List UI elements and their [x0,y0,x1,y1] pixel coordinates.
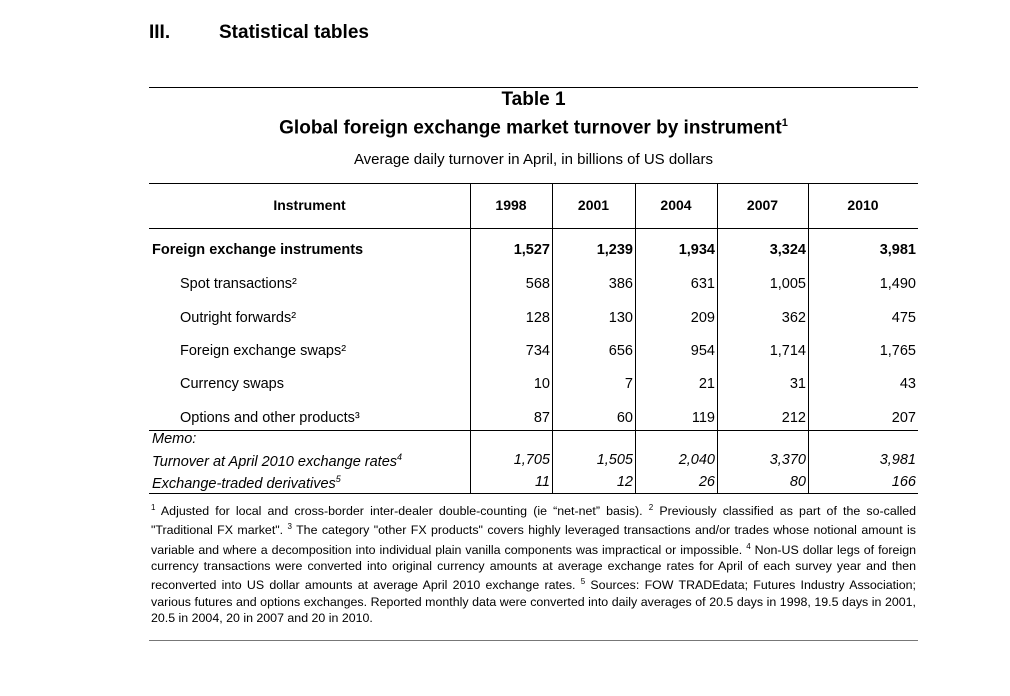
memo-cell: 11 [534,474,550,490]
table-cell: 631 [690,276,715,292]
memo-cell: 166 [891,474,916,490]
table-subtitle: Average daily turnover in April, in bill… [353,151,714,168]
section-title: Statistical tables [219,22,369,43]
memo-row-label-text: Turnover at April 2010 exchange rates [152,453,398,470]
table-cell: 209 [690,310,715,326]
table-cell: 475 [891,310,916,326]
table-cell: 43 [899,376,916,392]
table-cell: 1,239 [596,242,633,258]
table-number: Table 1 [501,89,566,110]
row-label: Outright forwards² [180,310,297,326]
header-top-rule [149,183,918,184]
table-cell: 568 [525,276,550,292]
footnotes: 1 Adjusted for local and cross-border in… [151,500,916,626]
row-label: Spot transactions² [180,276,297,292]
table-cell: 1,934 [678,242,715,258]
memo-cell: 3,981 [879,452,916,468]
header-instrument: Instrument [273,197,346,213]
table-cell: 1,765 [879,343,916,359]
header-year: 2007 [746,197,779,213]
footnote-text: The category "other FX products" covers … [151,523,916,557]
table-cell: 1,527 [513,242,550,258]
footnote-marker: 4 [746,541,751,551]
table-cell: 31 [789,376,806,392]
table-cell: 3,324 [769,242,806,258]
table-cell: 207 [891,410,916,426]
memo-cell: 12 [616,474,633,490]
footnote-marker: 4 [397,452,403,462]
table-cell: 386 [608,276,633,292]
row-label: Currency swaps [180,376,284,392]
memo-bottom-rule [149,493,918,494]
footnote-marker: 1 [151,503,156,512]
table-cell: 10 [533,376,550,392]
row-label: Foreign exchange instruments [152,242,364,258]
memo-cell: 26 [698,474,715,490]
table-cell: 87 [533,410,550,426]
memo-cell: 80 [789,474,806,490]
footnote-text: Previously classified as part of the so-… [151,504,917,538]
table-title-text: Global foreign exchange market turnover … [279,117,782,139]
section-number: III. [149,22,171,43]
footnote-text: Adjusted for local and cross-border inte… [155,504,649,519]
memo-row-label: Exchange-traded derivatives5 [152,474,341,492]
column-divider [470,183,471,493]
footnote-marker: 2 [648,503,654,512]
table-cell: 734 [525,343,550,359]
header-bottom-rule [149,228,918,229]
table-cell: 119 [691,410,715,426]
table-title-footnote-marker: 1 [781,117,788,129]
memo-cell: 1,705 [513,452,550,468]
table-cell: 1,714 [769,343,806,359]
footnote-marker: 3 [287,522,292,532]
memo-cell: 2,040 [678,452,715,468]
column-divider [808,183,809,493]
footnote-marker: 5 [335,474,341,484]
table-cell: 128 [525,310,550,326]
memo-cell: 1,505 [596,452,633,468]
table-cell: 130 [608,310,633,326]
column-divider [717,183,718,493]
footnote-marker: 5 [580,577,586,587]
table-bottom-rule [149,640,918,641]
header-year: 2001 [577,197,610,213]
memo-row-label-text: Exchange-traded derivatives [152,475,336,492]
footnote-text: Non-US dollar legs of foreign currency t… [151,542,916,593]
table-cell: 1,005 [769,276,806,292]
memo-rule [149,430,918,431]
row-label: Options and other products³ [180,410,360,426]
table-cell: 60 [616,410,633,426]
table-cell: 7 [624,376,633,392]
table-cell: 3,981 [879,242,916,258]
memo-cell: 3,370 [769,452,806,468]
table-cell: 954 [690,343,715,359]
memo-row-label: Turnover at April 2010 exchange rates4 [152,452,402,470]
header-year: 1998 [495,197,527,213]
table-cell: 21 [698,376,715,392]
top-rule [149,87,918,88]
footnote-text: Sources: FOW TRADEdata; Futures Industry… [151,578,917,625]
table-cell: 656 [608,343,633,359]
memo-label: Memo: [152,431,197,447]
table-title: Global foreign exchange market turnover … [149,117,918,139]
table-cell: 1,490 [879,276,916,292]
column-divider [635,183,636,493]
table-cell: 362 [781,310,806,326]
header-year: 2004 [660,197,692,213]
table-cell: 212 [781,410,806,426]
header-year: 2010 [847,197,879,213]
column-divider [552,183,553,493]
row-label: Foreign exchange swaps² [180,343,347,359]
